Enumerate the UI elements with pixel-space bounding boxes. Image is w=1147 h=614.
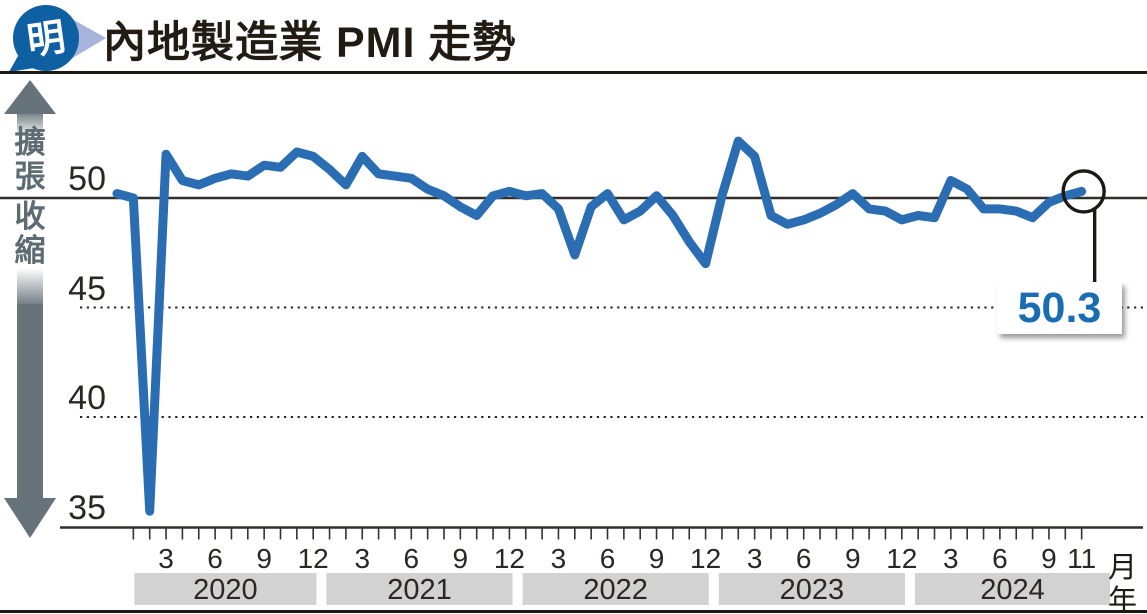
expansion-label: 擴張 bbox=[14, 125, 46, 194]
mingpao-logo: 明 bbox=[9, 5, 106, 72]
month-tick-label: 3 bbox=[158, 543, 174, 574]
contraction-arrow-icon bbox=[4, 268, 56, 538]
bottom-border bbox=[0, 610, 1147, 613]
month-tick-label: 6 bbox=[992, 543, 1008, 574]
year-unit-label: 年 bbox=[1108, 585, 1138, 614]
month-tick-label: 3 bbox=[354, 543, 370, 574]
latest-value-text: 50.3 bbox=[1017, 283, 1102, 332]
year-band-2024 bbox=[914, 573, 1110, 605]
y-tick-label-50: 50 bbox=[68, 160, 106, 198]
month-tick-label: 9 bbox=[649, 543, 665, 574]
logo-bubble-tail bbox=[9, 56, 34, 72]
y-tick-label-45: 45 bbox=[68, 269, 106, 308]
month-tick-label: 12 bbox=[690, 543, 721, 574]
month-tick-label: 12 bbox=[298, 543, 329, 574]
month-tick-label: 6 bbox=[207, 543, 223, 574]
year-band-2021 bbox=[326, 573, 513, 605]
year-label-2021: 2021 bbox=[387, 574, 452, 606]
month-tick-label: 3 bbox=[551, 543, 567, 574]
latest-value-callout: 50.3 bbox=[997, 282, 1122, 334]
pmi-data-line bbox=[112, 136, 1087, 516]
header-divider bbox=[0, 71, 1147, 74]
month-tick-label: 9 bbox=[845, 543, 861, 574]
y-tick-label-40: 40 bbox=[68, 379, 106, 417]
highlight-circle bbox=[1061, 169, 1106, 214]
contraction-label: 收縮 bbox=[14, 199, 46, 268]
logo-brand-glyph: 明 bbox=[25, 17, 68, 64]
month-tick-label: 12 bbox=[494, 543, 525, 574]
month-tick-label: 6 bbox=[796, 543, 812, 574]
logo-bubble bbox=[13, 5, 79, 71]
year-band-2023 bbox=[718, 573, 905, 605]
page-title: 內地製造業 PMI 走勢 bbox=[103, 19, 517, 67]
year-label-2023: 2023 bbox=[780, 574, 845, 606]
y-tick-label-35: 35 bbox=[68, 488, 106, 527]
month-tick-label: 9 bbox=[453, 543, 469, 574]
year-band-2020 bbox=[134, 573, 317, 605]
month-tick-label: 12 bbox=[886, 543, 917, 574]
expansion-arrow-icon bbox=[4, 80, 56, 138]
year-label-2020: 2020 bbox=[193, 574, 258, 606]
month-unit-label: 月 bbox=[1108, 552, 1138, 584]
month-tick-label: 3 bbox=[943, 543, 959, 574]
month-tick-label: 9 bbox=[1041, 543, 1057, 574]
month-tick-label: 6 bbox=[404, 543, 420, 574]
year-label-2024: 2024 bbox=[980, 574, 1045, 606]
month-tick-label: 6 bbox=[600, 543, 616, 574]
year-label-2022: 2022 bbox=[583, 574, 648, 606]
month-tick-label: 11 bbox=[1067, 543, 1096, 574]
month-tick-label: 3 bbox=[747, 543, 763, 574]
year-band-2022 bbox=[522, 573, 709, 605]
month-tick-label: 9 bbox=[256, 543, 272, 574]
